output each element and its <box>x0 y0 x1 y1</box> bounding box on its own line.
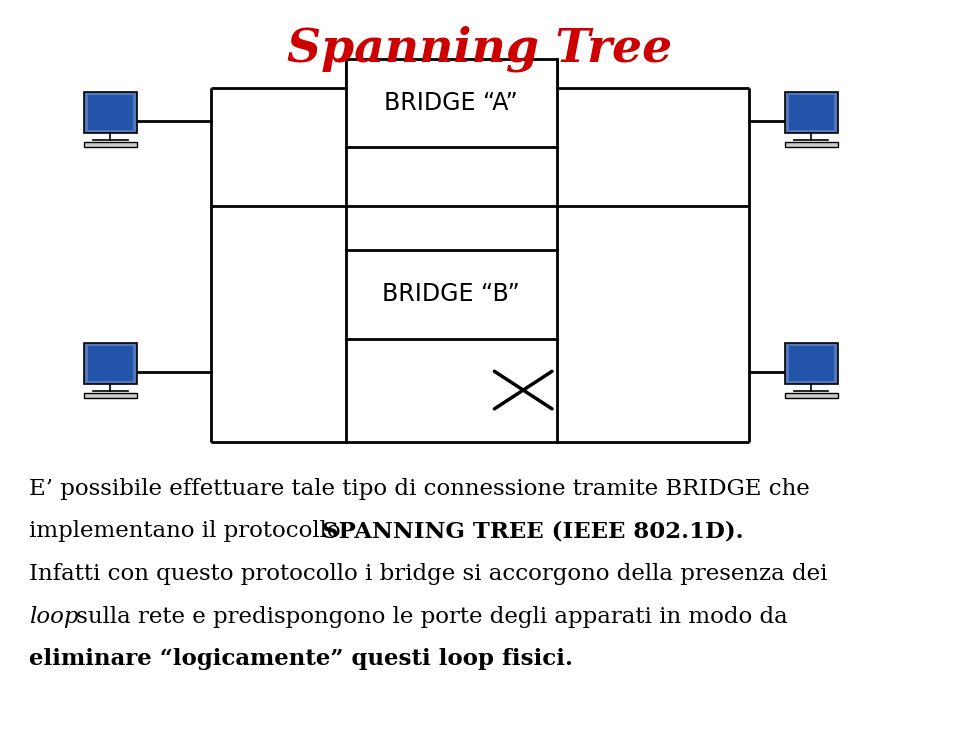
Text: Infatti con questo protocollo i bridge si accorgono della presenza dei: Infatti con questo protocollo i bridge s… <box>29 563 828 585</box>
Text: sulla rete e predispongono le porte degli apparati in modo da: sulla rete e predispongono le porte degl… <box>69 606 788 628</box>
Text: SPANNING TREE (IEEE 802.1D).: SPANNING TREE (IEEE 802.1D). <box>322 520 743 542</box>
Bar <box>789 347 833 381</box>
Bar <box>784 142 837 146</box>
Bar <box>346 250 557 339</box>
Bar <box>346 59 557 147</box>
Bar <box>784 393 837 397</box>
Bar <box>789 96 833 130</box>
Text: BRIDGE “A”: BRIDGE “A” <box>384 91 518 115</box>
Bar <box>784 343 837 384</box>
Bar <box>88 347 132 381</box>
Text: eliminare “logicamente” questi loop fisici.: eliminare “logicamente” questi loop fisi… <box>29 648 573 670</box>
Text: loop: loop <box>29 606 79 628</box>
Text: Spanning Tree: Spanning Tree <box>287 26 673 72</box>
Bar <box>84 92 137 132</box>
Text: BRIDGE “B”: BRIDGE “B” <box>382 283 520 306</box>
Bar <box>784 92 837 132</box>
Bar <box>88 96 132 130</box>
Text: implementano il protocollo: implementano il protocollo <box>29 520 348 542</box>
Bar <box>84 142 137 146</box>
Bar <box>84 343 137 384</box>
Text: E’ possibile effettuare tale tipo di connessione tramite BRIDGE che: E’ possibile effettuare tale tipo di con… <box>29 478 809 500</box>
Bar <box>84 393 137 397</box>
